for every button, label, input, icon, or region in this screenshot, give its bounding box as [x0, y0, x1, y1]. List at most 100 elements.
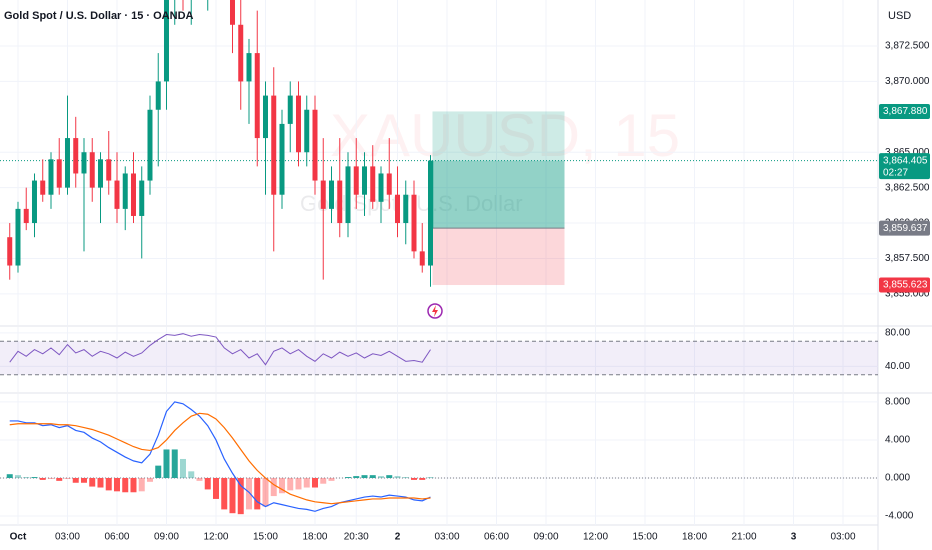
y-tick-label: 3,855.000	[885, 288, 930, 299]
candle-body	[345, 166, 351, 224]
candle-body	[337, 180, 343, 224]
candle-body	[254, 53, 260, 139]
candle-body	[122, 173, 128, 209]
candle-body	[378, 173, 384, 202]
rsi-band	[0, 341, 878, 375]
candle-body	[287, 95, 293, 124]
histogram-bar	[270, 478, 277, 497]
histogram-bar	[23, 477, 30, 479]
histogram-bar	[369, 475, 376, 479]
candle-body	[163, 0, 169, 82]
histogram-bar	[328, 478, 335, 481]
rsi-line	[9, 333, 431, 366]
x-tick-label: 2	[395, 532, 401, 543]
x-tick-label: 18:00	[682, 532, 707, 543]
candle-body	[262, 95, 268, 139]
histogram-bar	[155, 465, 162, 479]
histogram-bar	[31, 477, 38, 479]
histogram-bar	[14, 475, 21, 479]
histogram-bar	[6, 474, 13, 479]
pane	[0, 327, 878, 392]
histogram-bar	[344, 477, 351, 479]
y-tick-label: 3,872.500	[885, 41, 930, 52]
candle-body	[353, 166, 359, 195]
x-tick-label: 06:00	[484, 532, 509, 543]
histogram-bar	[97, 478, 104, 488]
x-tick-label: 21:00	[731, 532, 756, 543]
histogram-bar	[188, 471, 195, 479]
x-tick-label: 03:00	[434, 532, 459, 543]
histogram-bar	[386, 475, 393, 479]
candle-body	[279, 123, 285, 195]
histogram-bar	[122, 478, 129, 493]
price-badge-label: 3,867.880	[883, 106, 928, 117]
candle-body	[23, 208, 29, 224]
candle-body	[229, 0, 235, 25]
histogram-bar	[56, 478, 63, 481]
histogram-bar	[320, 478, 327, 484]
price-badge-label: 3,859.637	[883, 223, 928, 234]
candle-body	[56, 159, 62, 188]
histogram-bar	[80, 478, 87, 483]
histogram-bar	[221, 478, 228, 510]
candle-body	[31, 180, 37, 224]
x-tick-label: 18:00	[302, 532, 327, 543]
histogram-bar	[204, 478, 211, 490]
candle-body	[64, 138, 70, 188]
x-tick-label: 03:00	[831, 532, 856, 543]
candle-body	[73, 138, 79, 174]
y-tick-label: -4.000	[885, 511, 914, 522]
histogram-bar	[196, 478, 203, 481]
candle-body	[403, 194, 409, 224]
price-badge	[879, 277, 930, 293]
candle-body	[312, 109, 318, 181]
candle-body	[130, 173, 136, 216]
candle-body	[419, 251, 425, 266]
candle-body	[411, 194, 417, 252]
symbol-title: Gold Spot / U.S. Dollar · 15 · OANDA	[4, 10, 194, 22]
x-tick-label: 09:00	[533, 532, 558, 543]
y-tick-label: 3,857.500	[885, 253, 930, 264]
histogram-bar	[411, 478, 418, 480]
candle-body	[238, 24, 244, 82]
candle-body	[106, 159, 112, 181]
alert-icon	[427, 303, 443, 319]
macd-line	[9, 401, 431, 512]
candle-body	[295, 95, 301, 153]
y-tick-label: 3,862.500	[885, 182, 930, 193]
histogram-bar	[378, 476, 385, 479]
histogram-bar	[361, 475, 368, 479]
x-tick-label: 15:00	[632, 532, 657, 543]
price-badge	[879, 220, 930, 236]
y-tick-label: 40.00	[885, 361, 910, 372]
x-tick-label: 12:00	[583, 532, 608, 543]
candle-body	[271, 95, 277, 195]
macd-line	[9, 412, 431, 505]
price-badge-label: 3,855.623	[883, 280, 928, 291]
x-tick-label: 03:00	[55, 532, 80, 543]
y-tick-label: 0.000	[885, 473, 910, 484]
y-tick-label: 3,870.000	[885, 76, 930, 87]
candle-body	[395, 194, 401, 224]
histogram-bar	[138, 478, 145, 492]
histogram-bar	[303, 478, 310, 488]
candle-body	[428, 160, 434, 266]
histogram-bar	[179, 458, 186, 479]
candle-body	[147, 109, 153, 181]
histogram-bar	[72, 478, 79, 483]
target-zone	[432, 111, 565, 229]
candle-body	[15, 208, 21, 266]
y-tick-label: 3,865.000	[885, 147, 930, 158]
candle-body	[246, 53, 252, 82]
x-tick-label: Oct	[10, 532, 27, 543]
histogram-bar	[245, 478, 252, 510]
candle-body	[320, 180, 326, 209]
histogram-bar	[295, 478, 302, 490]
candle-body	[370, 166, 376, 202]
watermark-sub: Gold Spot / U.S. Dollar	[300, 191, 523, 216]
histogram-bar	[113, 478, 120, 492]
histogram-bar	[262, 478, 269, 507]
histogram-bar	[402, 477, 409, 479]
